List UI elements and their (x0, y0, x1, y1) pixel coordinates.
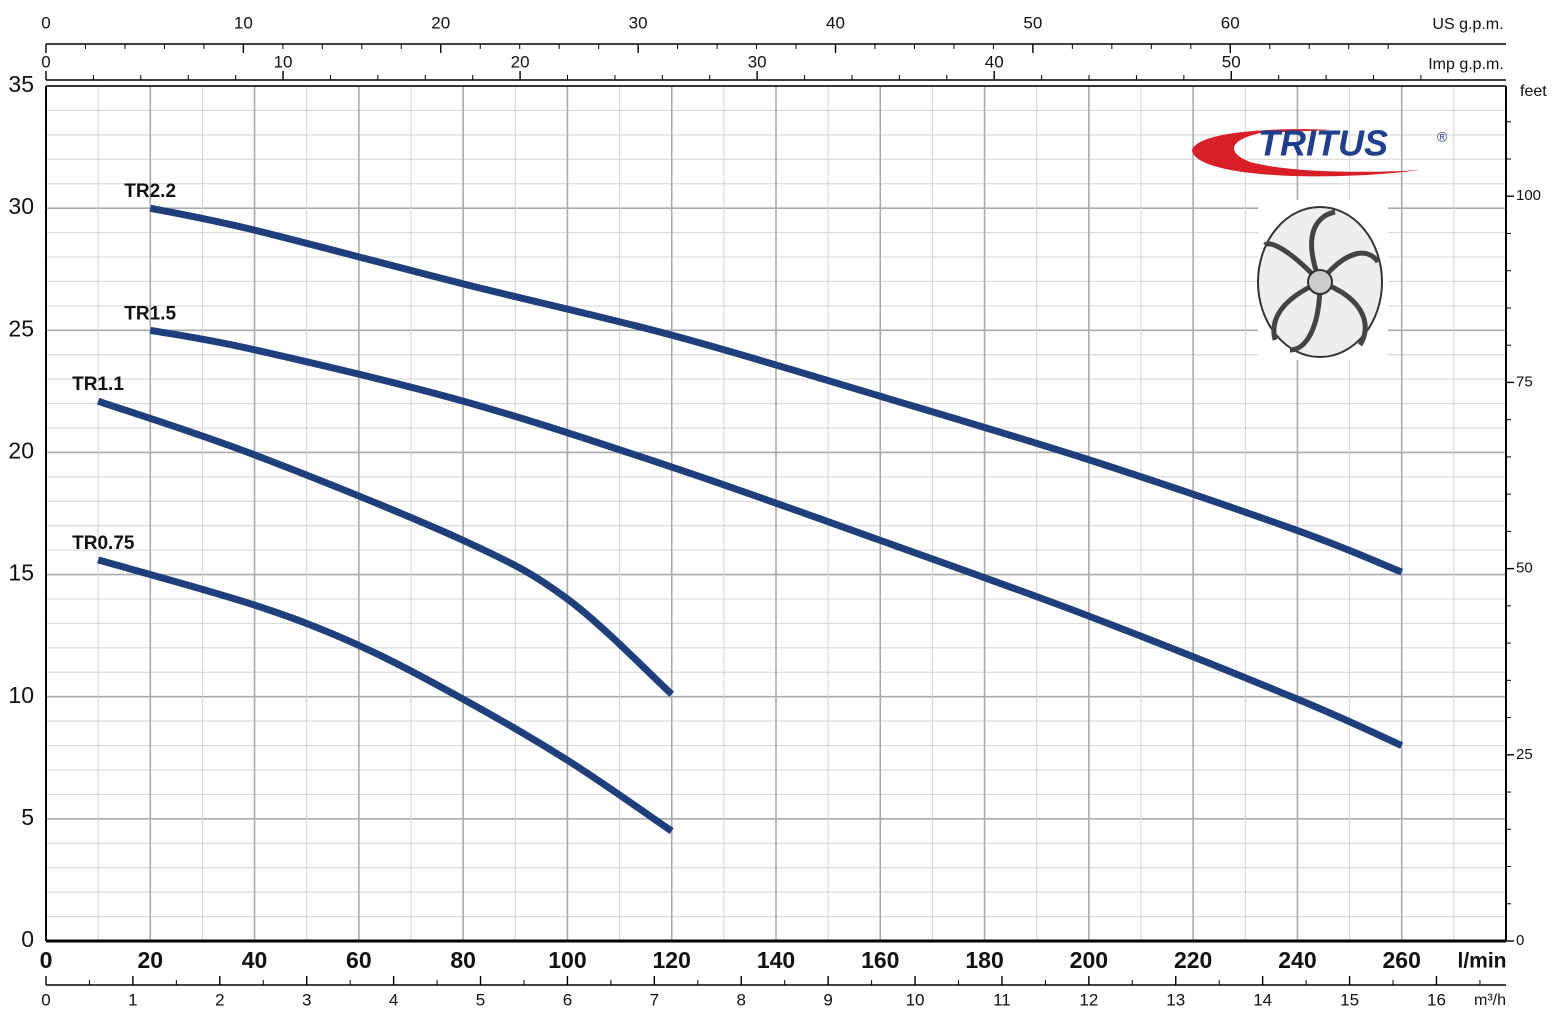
y-tick-label: 20 (8, 438, 34, 464)
curve (97, 556, 674, 834)
x-tick-label: 180 (965, 947, 1003, 973)
x-tick-label: 40 (242, 947, 268, 973)
curve (149, 204, 1404, 576)
y2-axis-label: feet (1520, 83, 1547, 100)
scale-tick-label: 10 (906, 990, 925, 1009)
scale-tick-label: 14 (1253, 990, 1272, 1009)
scale-tick-label: 20 (511, 52, 530, 71)
scale-tick-label: 40 (826, 13, 845, 32)
scale-tick-label: 4 (389, 990, 398, 1009)
scale-tick-label: 0 (41, 52, 50, 71)
scale-tick-label: 30 (629, 13, 648, 32)
scale-tick-label: 2 (215, 990, 224, 1009)
x-tick-label: 100 (548, 947, 586, 973)
scale-tick-label: 6 (563, 990, 572, 1009)
y-tick-label: 5 (21, 804, 34, 830)
scale-tick-label: 0 (41, 13, 50, 32)
scale-tick-label: 60 (1221, 13, 1240, 32)
scale-tick-label: 8 (737, 990, 746, 1009)
scale-tick-label: 30 (748, 52, 767, 71)
scale-tick-label: 9 (823, 990, 832, 1009)
scale-tick-label: 3 (302, 990, 311, 1009)
x-tick-label: 120 (653, 947, 691, 973)
series-label: TR2.2 (124, 181, 176, 202)
scale-axis-label: US g.p.m. (1432, 16, 1503, 33)
logo: TRITUS ® (1192, 123, 1448, 360)
y-tick-label: 15 (8, 560, 34, 586)
scale-tick-label: 15 (1340, 990, 1359, 1009)
x-tick-label: 80 (450, 947, 476, 973)
scale-tick-label: 1 (128, 990, 137, 1009)
x-tick-label: 0 (40, 947, 53, 973)
x-tick-label: 260 (1383, 947, 1421, 973)
logo-text: TRITUS (1258, 123, 1388, 164)
scale-tick-label: 0 (41, 990, 50, 1009)
x-axis-label: l/min (1457, 950, 1506, 973)
scale-tick-label: 50 (1222, 52, 1241, 71)
x-tick-label: 220 (1174, 947, 1212, 973)
scale-tick-label: 50 (1023, 13, 1042, 32)
y-tick-label: 25 (8, 315, 34, 341)
impeller-vanes (1263, 209, 1381, 353)
y2-tick-label: 25 (1516, 746, 1533, 763)
x-tick-label: 240 (1278, 947, 1316, 973)
scale-tick-label: 11 (993, 990, 1011, 1009)
scale-tick-label: 13 (1166, 990, 1185, 1009)
x-tick-label: 20 (137, 947, 163, 973)
y-tick-label: 35 (8, 71, 34, 97)
y-tick-label: 30 (8, 193, 34, 219)
x-tick-label: 160 (861, 947, 899, 973)
y2-tick-label: 50 (1516, 560, 1533, 577)
curve (149, 326, 1404, 749)
scale-tick-label: 7 (650, 990, 659, 1009)
scale-tick-label: 20 (431, 13, 450, 32)
scale-axis-label: m³/h (1474, 992, 1506, 1009)
scale-tick-label: 10 (274, 52, 293, 71)
y-tick-label: 0 (21, 926, 34, 952)
logo-mark: ® (1437, 129, 1448, 145)
y-tick-label: 10 (8, 682, 34, 708)
series-label: TR0.75 (72, 533, 135, 554)
curve (97, 397, 675, 697)
scale-axis-label: Imp g.p.m. (1428, 56, 1504, 73)
y2-tick-label: 75 (1516, 373, 1533, 390)
x-tick-label: 140 (757, 947, 795, 973)
scale-tick-label: 10 (234, 13, 253, 32)
series-label: TR1.5 (124, 303, 176, 324)
scale-tick-label: 40 (985, 52, 1004, 71)
scale-tick-label: 12 (1079, 990, 1098, 1009)
series-label: TR1.1 (72, 374, 124, 395)
x-tick-label: 60 (346, 947, 372, 973)
impeller-hub (1307, 269, 1333, 295)
scale-tick-label: 5 (476, 990, 485, 1009)
x-tick-label: 200 (1070, 947, 1108, 973)
scale-tick-label: 16 (1427, 990, 1446, 1009)
y2-tick-label: 0 (1516, 932, 1524, 949)
y2-tick-label: 100 (1516, 187, 1541, 204)
logo-swoosh (1192, 129, 1420, 177)
